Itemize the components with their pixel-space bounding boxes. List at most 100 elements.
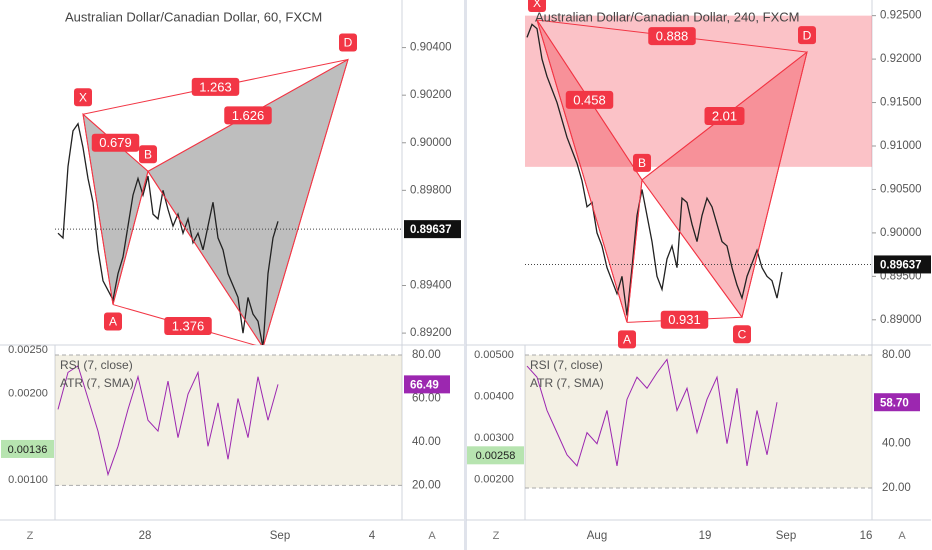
ratio-label: 0.679: [99, 135, 132, 150]
rsi-current-box: [874, 393, 920, 412]
rsi-tick-label: 80.00: [882, 349, 911, 361]
point-box: [528, 0, 546, 12]
time-tick-label: 28: [139, 530, 152, 542]
pattern-leg: [536, 19, 628, 323]
atr-legend: ATR (7, SMA): [60, 376, 134, 390]
rsi-line: [57, 365, 279, 477]
current-price-label: 0.89637: [410, 224, 452, 236]
rsi-tick-label: 20.00: [882, 482, 911, 494]
ratio-box: [704, 107, 745, 126]
price-tick-label: 0.90000: [410, 137, 452, 149]
price-tick-label: 0.92500: [880, 10, 922, 22]
point-label: C: [738, 327, 747, 341]
atr-tick-label: 0.00200: [474, 473, 514, 485]
ratio-box: [565, 90, 614, 109]
rsi-band: [525, 354, 872, 489]
rsi-current-label: 66.49: [410, 379, 439, 391]
time-tick-label: 19: [699, 530, 712, 542]
rsi-tick-label: 40.00: [882, 438, 911, 450]
time-tick-label: 16: [860, 530, 873, 542]
point-label: X: [533, 0, 541, 10]
atr-tick-label: 0.00400: [474, 390, 514, 402]
rsi-line: [526, 358, 778, 467]
point-box: [74, 88, 92, 107]
point-box: [139, 145, 157, 164]
atr-tick-label: 0.00100: [8, 474, 48, 486]
pattern-leg: [82, 114, 114, 305]
scale-button[interactable]: Z: [27, 530, 34, 542]
current-price-box: [874, 255, 931, 274]
chart-title: Australian Dollar/Canadian Dollar, 60, F…: [65, 9, 322, 24]
ratio-box: [91, 133, 140, 152]
point-label: X: [79, 90, 87, 104]
price-tick-label: 0.92000: [880, 53, 922, 65]
rsi-tick-label: 20.00: [412, 479, 441, 491]
point-label: A: [109, 315, 117, 329]
scale-button[interactable]: A: [428, 530, 436, 542]
atr-tick-label: 0.00500: [474, 349, 514, 361]
ratio-box: [164, 316, 212, 335]
point-box: [618, 330, 636, 349]
atr-tick-label: 0.00300: [474, 432, 514, 444]
ratio-label: 0.931: [668, 312, 701, 327]
panel-gap: [464, 0, 467, 550]
atr-current-box: [467, 446, 524, 465]
rsi-current-label: 58.70: [880, 397, 909, 409]
price-tick-label: 0.89000: [880, 314, 922, 326]
ratio-box: [648, 27, 696, 46]
time-tick-label: 4: [369, 530, 376, 542]
ratio-label: 1.626: [232, 108, 265, 123]
price-tick-label: 0.89800: [410, 184, 452, 196]
atr-legend: ATR (7, SMA): [530, 376, 604, 390]
atr-tick-label: 0.00250: [8, 344, 48, 356]
point-box: [339, 33, 357, 52]
point-box: [633, 153, 651, 172]
point-label: B: [638, 156, 646, 170]
current-price-label: 0.89637: [880, 259, 922, 271]
atr-current-label: 0.00258: [476, 450, 516, 462]
price-line: [57, 122, 279, 345]
pattern-leg: [641, 179, 743, 318]
rsi-tick-label: 40.00: [412, 436, 441, 448]
pattern-leg: [626, 179, 643, 323]
price-tick-label: 0.91000: [880, 140, 922, 152]
scale-button[interactable]: Z: [493, 530, 500, 542]
rsi-current-box: [404, 375, 450, 394]
scale-button[interactable]: A: [898, 530, 906, 542]
point-box: [733, 325, 751, 344]
price-tick-label: 0.90400: [410, 42, 452, 54]
price-tick-label: 0.89200: [410, 327, 452, 339]
ratio-box: [224, 106, 272, 125]
current-price-box: [404, 220, 461, 239]
price-line: [526, 23, 783, 316]
point-box: [798, 26, 816, 45]
atr-current-box: [1, 439, 54, 458]
point-label: A: [623, 333, 631, 347]
ratio-box: [191, 77, 240, 96]
ratio-box: [660, 310, 709, 329]
chart-title: Australian Dollar/Canadian Dollar, 240, …: [535, 9, 799, 24]
atr-current-label: 0.00136: [8, 444, 48, 456]
pattern-leg: [741, 52, 808, 318]
ratio-label: 1.263: [199, 79, 232, 94]
price-tick-label: 0.90000: [880, 227, 922, 239]
pattern-leg: [112, 171, 149, 305]
point-label: B: [144, 147, 152, 161]
point-label: D: [344, 36, 353, 50]
time-tick-label: Sep: [776, 530, 796, 542]
ratio-label: 0.888: [656, 29, 689, 44]
price-tick-label: 0.91500: [880, 97, 922, 109]
rsi-band: [55, 355, 402, 486]
ratio-label: 0.458: [573, 92, 606, 107]
ratio-label: 1.376: [172, 318, 205, 333]
pattern-leg: [147, 171, 263, 345]
pattern-leg: [263, 59, 349, 345]
rsi-legend: RSI (7, close): [60, 358, 133, 372]
point-box: [104, 312, 122, 331]
price-tick-label: 0.90500: [880, 183, 922, 195]
time-tick-label: Sep: [270, 530, 290, 542]
point-label: D: [803, 28, 812, 42]
atr-tick-label: 0.00200: [8, 387, 48, 399]
